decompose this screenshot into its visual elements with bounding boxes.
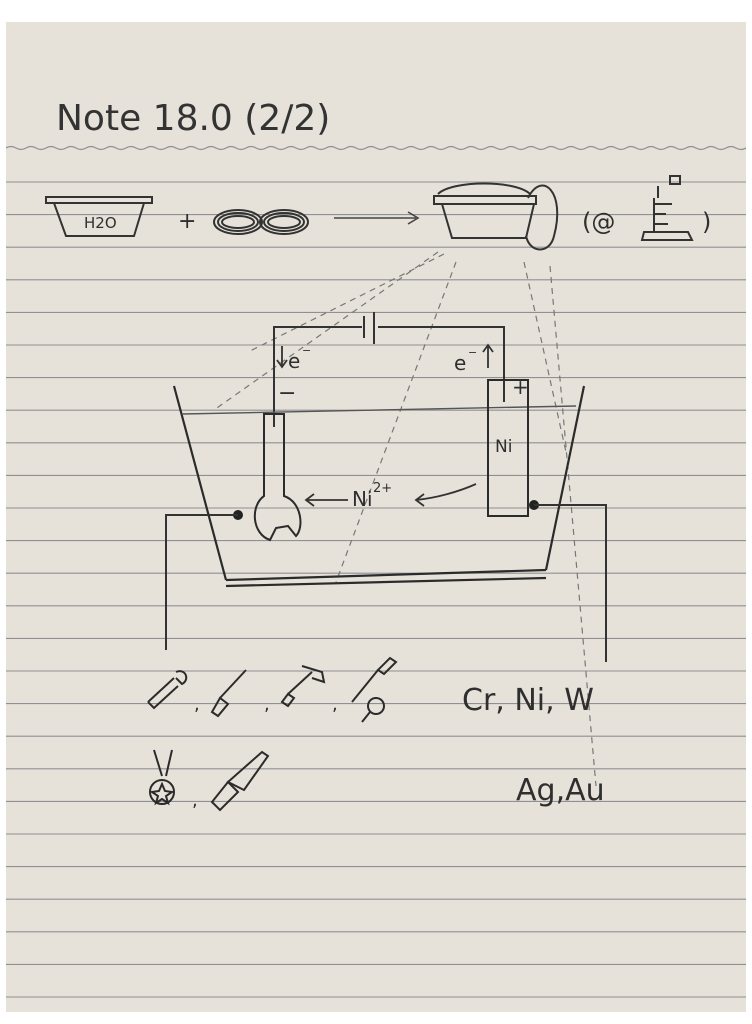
tool-comma-3: , — [332, 694, 338, 715]
wrench-cathode — [253, 413, 302, 542]
medal-comma: , — [192, 790, 198, 811]
plating-cell-icon — [433, 182, 559, 251]
hammer-icon — [280, 665, 326, 708]
anode-label: Ni — [495, 437, 512, 457]
electron-arrow-left — [276, 346, 288, 369]
wire-coil-icon — [213, 209, 309, 235]
electron-charge-left: − — [302, 344, 311, 357]
metals-row-2: Ag,Au — [516, 773, 605, 808]
medal-icon — [149, 749, 175, 806]
electron-label-right: e — [454, 351, 466, 375]
screwdriver-icon — [210, 669, 247, 718]
electron-arrow-right — [482, 343, 494, 368]
battery-icon — [363, 312, 375, 344]
water-beaker — [45, 196, 153, 237]
electron-label-left: e — [288, 349, 300, 373]
connector-wires — [165, 504, 607, 662]
condition-label-open: (@ — [582, 208, 615, 236]
metals-row-1: Cr, Ni, W — [462, 683, 594, 718]
nickel-anode — [487, 379, 529, 517]
reaction-arrow — [334, 211, 420, 225]
power-supply-icon — [640, 175, 694, 241]
note-title: Note 18.0 (2/2) — [56, 98, 330, 139]
anode-plus-sign: + — [512, 375, 529, 399]
tool-comma-1: , — [194, 694, 200, 715]
zoom-guide-lines — [213, 251, 597, 787]
knife-icon — [210, 750, 270, 812]
spark-plug-icon — [351, 656, 398, 723]
plus-sign-top: + — [178, 209, 196, 234]
ion-charge: 2+ — [373, 481, 392, 496]
notebook-page: Note 18.0 (2/2) H2O + (@ ) — [6, 22, 746, 1012]
note-drawing: Note 18.0 (2/2) H2O + (@ ) — [6, 98, 746, 998]
circuit-wires — [273, 326, 505, 427]
ion-label: Ni — [352, 487, 373, 511]
wrench-icon — [147, 670, 188, 710]
cathode-minus-sign: − — [278, 381, 296, 406]
header-rule — [6, 145, 746, 151]
condition-label-close: ) — [702, 208, 711, 236]
ion-arrow — [304, 483, 477, 507]
electron-charge-right: − — [468, 346, 477, 359]
tool-icons-row — [147, 656, 398, 723]
ruled-lines — [6, 145, 746, 998]
tool-comma-2: , — [264, 694, 270, 715]
beaker-label: H2O — [84, 214, 117, 232]
solution-level-line — [181, 405, 577, 415]
plating-beaker — [172, 385, 586, 588]
